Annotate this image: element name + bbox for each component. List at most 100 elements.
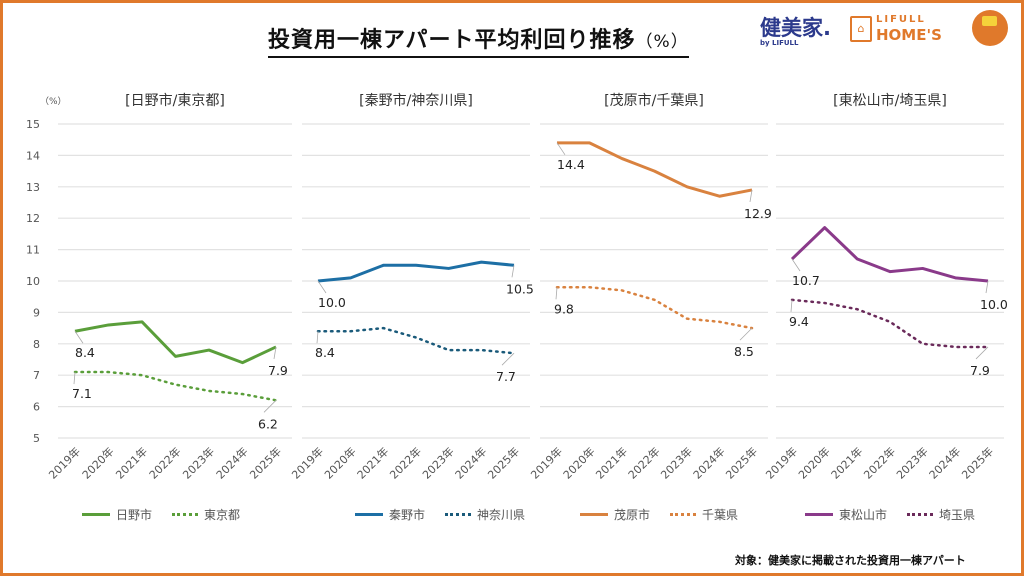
- x-tick-label: 2019年: [46, 444, 83, 481]
- series-line-神奈川県: [316, 326, 516, 355]
- x-tick-label: 2022年: [146, 444, 183, 481]
- legend-label: 神奈川県: [477, 508, 526, 522]
- x-tick-label: 2023年: [419, 444, 456, 481]
- x-tick-label: 2020年: [560, 444, 597, 481]
- legend-swatch: [445, 513, 472, 516]
- label-leader: [511, 265, 515, 278]
- legend-label: 秦野市: [389, 508, 426, 522]
- legend-label: 東京都: [204, 508, 241, 522]
- label-leader: [555, 287, 558, 300]
- panel-title: [茂原市/千葉県]: [604, 93, 704, 109]
- y-tick-label: 5: [33, 432, 40, 445]
- label-leader: [263, 400, 277, 413]
- series-line-東京都: [73, 370, 278, 402]
- series-line-埼玉県: [790, 298, 990, 349]
- data-label: 7.1: [72, 386, 92, 401]
- x-tick-label: 2020年: [795, 444, 832, 481]
- series-line-東松山市: [790, 226, 989, 283]
- x-tick-label: 2019年: [289, 444, 326, 481]
- homes-logo: ⌂ LIFULL HOME'S: [850, 14, 942, 44]
- y-tick-label: 8: [33, 338, 40, 351]
- data-label: 14.4: [557, 157, 585, 172]
- y-tick-label: 13: [26, 181, 40, 194]
- label-leader: [790, 299, 793, 312]
- title-text: 投資用一棟アパート平均利回り推移: [268, 28, 636, 53]
- data-label: 10.0: [980, 297, 1008, 312]
- x-tick-label: 2021年: [593, 444, 630, 481]
- x-tick-label: 2025年: [723, 444, 760, 481]
- legend: 日野市 東京都: [82, 506, 240, 523]
- footnote: 対象：健美家に掲載された投資用一棟アパート: [735, 554, 966, 567]
- data-label: 10.5: [506, 281, 534, 296]
- legend-label: 千葉県: [702, 508, 739, 522]
- mascot-icon: [972, 10, 1008, 46]
- data-label: 9.4: [789, 314, 809, 329]
- x-tick-label: 2021年: [113, 444, 150, 481]
- y-tick-label: 11: [26, 244, 40, 257]
- label-leader: [749, 189, 753, 203]
- legend-swatch: [670, 513, 697, 516]
- y-tick-label: 6: [33, 401, 40, 414]
- x-tick-label: 2024年: [213, 444, 250, 481]
- x-tick-label: 2020年: [321, 444, 358, 481]
- title-unit: （%）: [635, 32, 689, 52]
- y-tick-label: 14: [26, 149, 40, 162]
- legend: 秦野市 神奈川県: [355, 506, 525, 523]
- legend-swatch: [82, 513, 110, 516]
- label-leader: [273, 346, 277, 360]
- y-tick-label: 9: [33, 306, 40, 319]
- y-axis-unit: （%）: [40, 97, 67, 107]
- x-tick-label: 2022年: [625, 444, 662, 481]
- legend-label: 茂原市: [614, 508, 651, 522]
- kenbiya-logo-text: 健美家.: [760, 16, 831, 40]
- x-tick-label: 2019年: [528, 444, 565, 481]
- kenbiya-logo-sub: by LIFULL: [760, 39, 799, 47]
- label-leader: [317, 280, 327, 294]
- x-tick-label: 2022年: [861, 444, 898, 481]
- x-tick-label: 2023年: [893, 444, 930, 481]
- panel-title: [秦野市/神奈川県]: [359, 93, 473, 109]
- series-line-茂原市: [557, 141, 753, 198]
- y-tick-label: 7: [33, 369, 40, 382]
- label-leader: [73, 372, 76, 385]
- x-tick-label: 2019年: [763, 444, 800, 481]
- panel-title: [東松山市/埼玉県]: [833, 93, 947, 109]
- label-leader: [739, 327, 753, 341]
- label-leader: [975, 346, 989, 360]
- x-tick-label: 2020年: [79, 444, 116, 481]
- label-leader: [985, 280, 989, 294]
- legend-swatch: [355, 513, 383, 516]
- label-leader: [316, 331, 319, 344]
- page-title: 投資用一棟アパート平均利回り推移（%）: [268, 22, 689, 58]
- data-label: 6.2: [258, 416, 278, 431]
- panel-title: [日野市/東京都]: [125, 93, 225, 109]
- legend-swatch: [172, 513, 199, 516]
- x-tick-label: 2023年: [658, 444, 695, 481]
- legend-label: 埼玉県: [939, 508, 976, 522]
- label-leader: [501, 352, 515, 366]
- label-leader: [74, 331, 84, 344]
- kenbiya-logo: 健美家. by LIFULL: [760, 12, 831, 47]
- x-tick-label: 2024年: [452, 444, 489, 481]
- y-tick-label: 12: [26, 212, 40, 225]
- homes-logo-text: HOME'S: [876, 26, 942, 44]
- x-tick-label: 2024年: [926, 444, 963, 481]
- x-tick-label: 2022年: [387, 444, 424, 481]
- y-tick-label: 10: [26, 275, 40, 288]
- homes-logo-top: LIFULL: [876, 14, 926, 25]
- x-tick-label: 2025年: [485, 444, 522, 481]
- series-line-日野市: [74, 320, 277, 365]
- data-label: 10.7: [792, 273, 820, 288]
- house-icon: ⌂: [850, 16, 872, 42]
- x-tick-label: 2021年: [828, 444, 865, 481]
- data-label: 12.9: [744, 206, 772, 221]
- data-label: 7.9: [268, 363, 288, 378]
- data-label: 9.8: [554, 301, 574, 316]
- x-tick-label: 2024年: [690, 444, 727, 481]
- x-tick-label: 2021年: [354, 444, 391, 481]
- legend-swatch: [805, 513, 833, 516]
- legend-swatch: [580, 513, 608, 516]
- label-leader: [556, 142, 566, 156]
